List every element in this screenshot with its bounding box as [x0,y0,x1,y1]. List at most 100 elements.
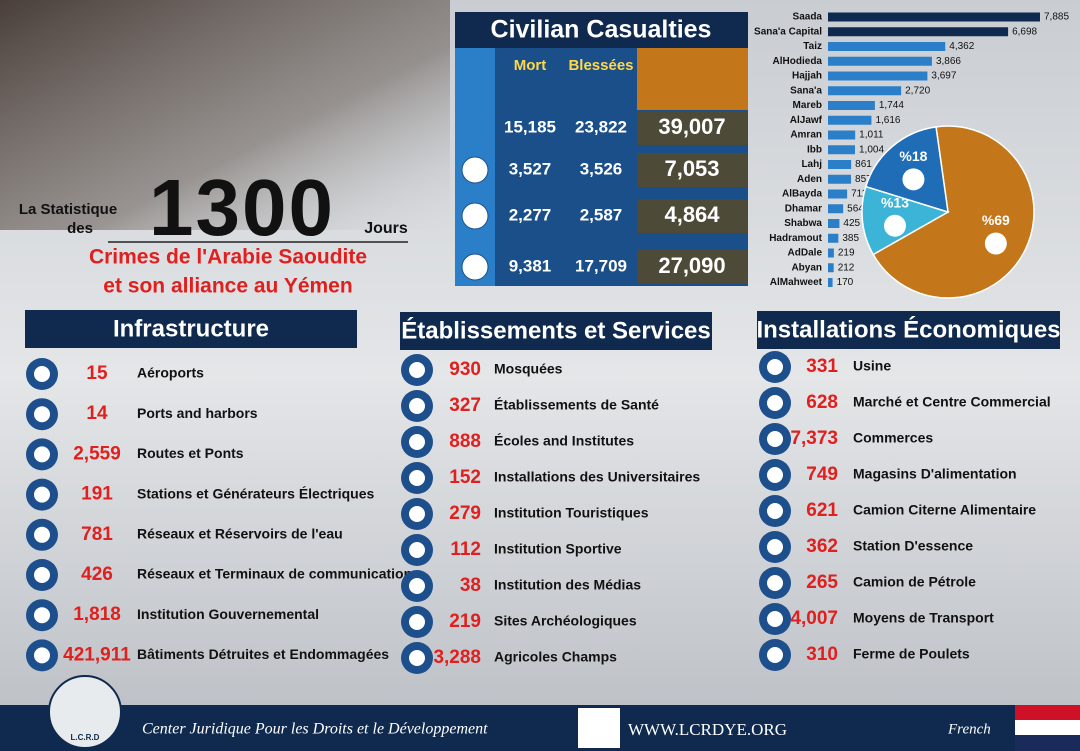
bar [828,130,856,140]
item-count: 4,007 [790,608,838,629]
total-header [637,48,748,110]
pie-icon [902,168,925,191]
item-count: 3,288 [433,647,481,668]
row-icon [461,156,489,184]
total-value: 4,864 [664,202,720,227]
bar [828,174,852,184]
category-label: AlHodieda [773,56,823,67]
cell-value: 2,587 [580,205,623,224]
item-label: Institution Gouvernemental [137,606,319,622]
bar [828,145,855,155]
flag-stripe [1015,720,1080,735]
cell-value: 3,526 [580,159,623,178]
bar [828,86,902,96]
bar [828,219,840,228]
item-icon-detail [767,611,783,627]
item-icon-detail [409,650,425,666]
organization: Center Juridique Pour les Droits et le D… [142,721,488,738]
category-label: Hadramout [769,233,822,244]
bar [828,233,839,243]
pie-icon [984,232,1007,255]
row-icon [461,202,489,230]
total-cell [637,250,748,284]
total-cell [637,153,748,187]
item-label: Station D'essence [853,538,973,554]
website[interactable]: WWW.LCRDYE.ORG [628,720,787,739]
item-count: 112 [450,539,481,560]
item-icon-detail [767,539,783,555]
category-label: Dhamar [785,203,822,214]
value-label: 6,698 [1012,26,1037,37]
column-header: Blessées [568,57,633,74]
item-label: Ferme de Poulets [853,646,970,662]
item-icon-detail [767,575,783,591]
column-header: Mort [514,57,547,74]
item-icon-detail [409,578,425,594]
qr-code [578,708,620,748]
item-label: Magasins D'alimentation [853,466,1017,482]
item-icon-detail [409,434,425,450]
section-header-bg [757,311,1060,349]
bar [828,204,844,214]
section-header-bg [400,312,712,350]
bar [828,71,928,81]
value-label: 2,720 [905,85,930,96]
item-label: Ports and harbors [137,405,258,421]
value-label: 857 [855,174,872,185]
footer-bar [0,705,1080,751]
value-label: 212 [838,262,855,273]
value-label: 711 [851,189,867,200]
item-icon-detail [767,395,783,411]
total-cell [637,111,748,145]
bar [828,189,848,199]
category-label: Mareb [793,100,822,111]
bar [828,12,1040,22]
logo [48,675,122,749]
value-label: 7,885 [1044,12,1069,23]
item-icon-detail [34,526,50,543]
value-label: 1,011 [859,130,884,141]
item-icon-detail [409,542,425,558]
item-count: 38 [460,575,481,596]
value-label: 3,697 [931,71,956,82]
item-icon-detail [34,406,50,423]
item-icon-detail [34,486,50,503]
category-label: Amran [790,130,822,141]
value-label: 1,744 [879,100,904,111]
header-line: La Statistique [19,201,117,218]
item-count: 265 [806,572,838,593]
item-count: 781 [81,524,113,545]
item-label: Usine [853,358,891,374]
item-icon-detail [767,359,783,375]
item-label: Commerces [853,430,933,446]
cell-value: 17,709 [575,256,627,275]
cell-value: 15,185 [504,117,556,136]
value-label: 425 [843,218,860,229]
item-count: 621 [806,500,838,521]
item-count: 930 [449,359,481,380]
item-label: Sites Archéologiques [494,613,637,629]
item-label: Institution des Médias [494,577,641,593]
pie-label: %18 [899,148,927,164]
table-title-bg [455,12,748,48]
bar [828,56,932,66]
item-count: 7,373 [790,428,838,449]
item-label: Routes et Ponts [137,445,244,461]
item-label: Moyens de Transport [853,610,994,626]
item-label: Installations des Universitaires [494,469,700,485]
subtitle: Crimes de l'Arabie Saoudite [89,246,367,269]
pie-icon [883,214,906,237]
category-label: Hajjah [792,71,822,82]
item-label: Bâtiments Détruites et Endommagées [137,646,389,662]
flag-stripe [1015,705,1080,720]
value-label: 4,362 [949,41,974,52]
item-label: Établissements de Santé [494,397,659,413]
bar [828,42,946,51]
language[interactable]: French [947,721,991,737]
value-label: 861 [855,159,872,170]
row-icon [461,253,489,281]
table-title: Civilian Casualties [491,16,712,44]
category-label: AlJawf [790,115,823,126]
value-label: 170 [837,277,854,288]
total-value: 7,053 [664,156,719,181]
